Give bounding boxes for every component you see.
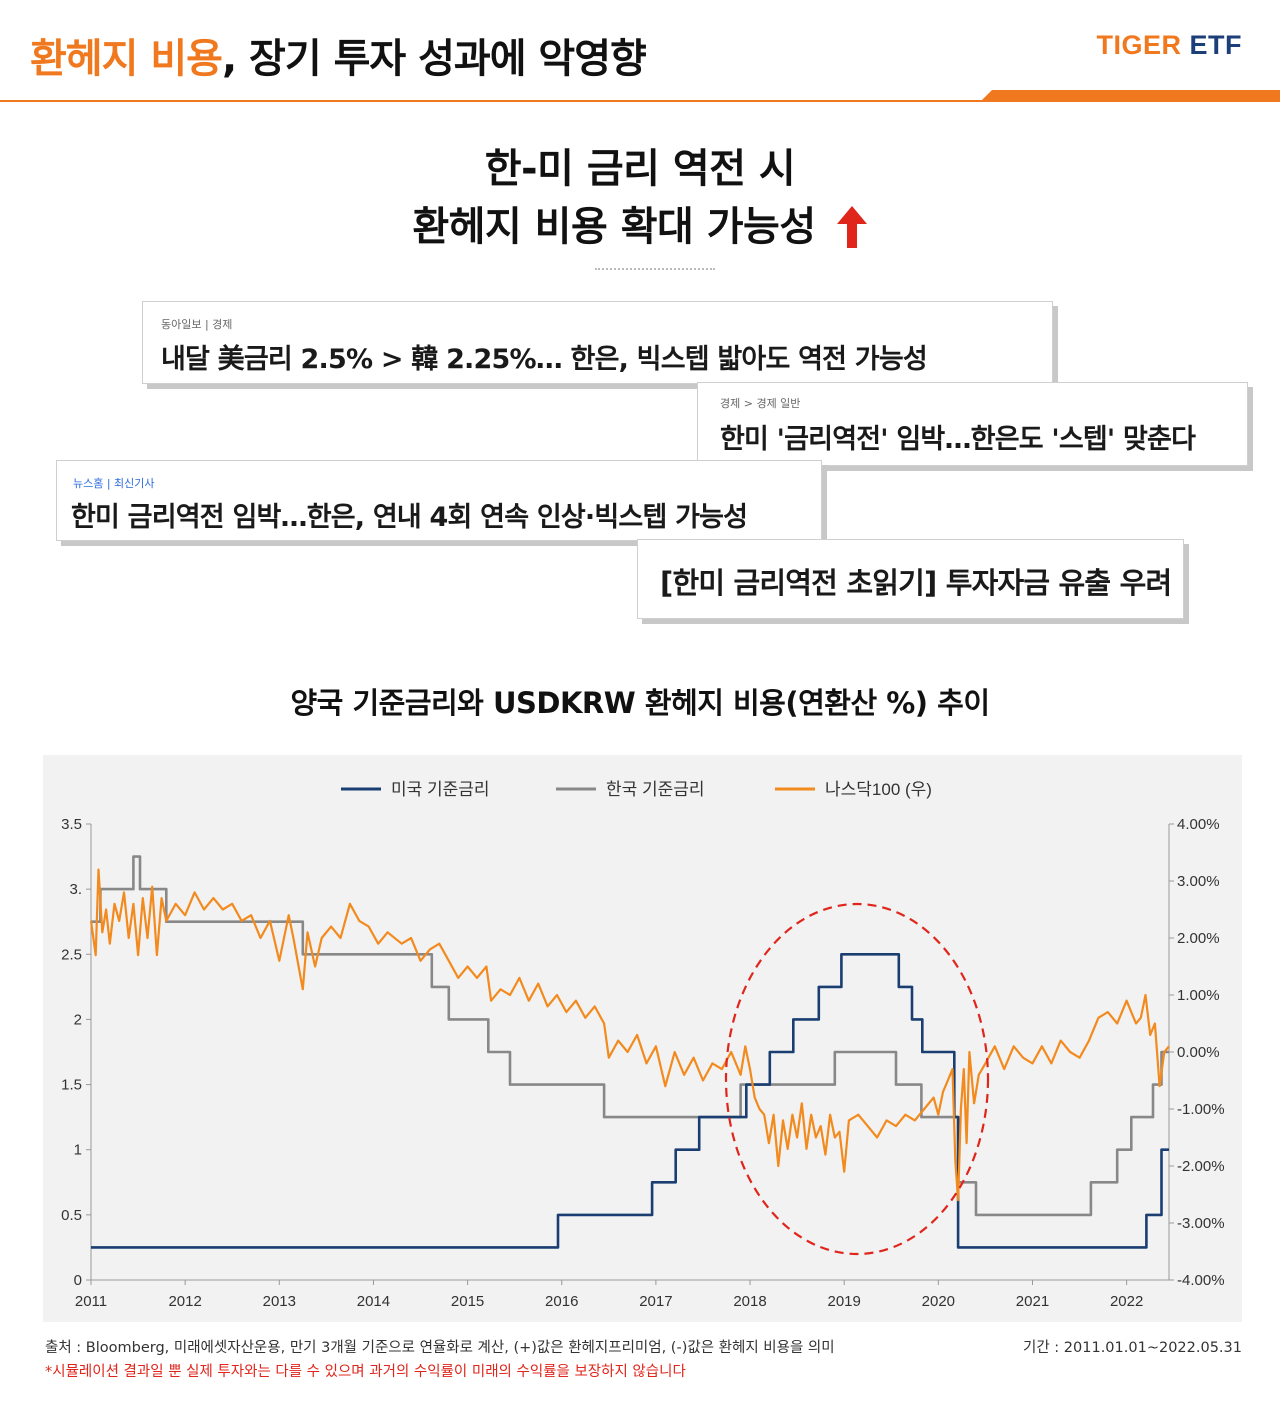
page-title-rest: , 장기 투자 성과에 악영향 <box>221 36 647 82</box>
x-tick-label: 2020 <box>922 1293 955 1310</box>
highlight-ellipse <box>724 902 990 1256</box>
news-headline[interactable]: 내달 美금리 2.5% > 韓 2.25%… 한은, 빅스텝 밟아도 역전 가능… <box>161 344 928 375</box>
news-source: 경제 > 경제 일반 <box>720 397 801 410</box>
y-right-tick-label: 1.00% <box>1177 987 1220 1004</box>
headline: 한-미 금리 역전 시 환헤지 비용 확대 가능성 <box>0 140 1280 256</box>
y-left-tick-label: 3. <box>69 881 82 898</box>
y-right-tick-label: -1.00% <box>1177 1101 1225 1118</box>
x-tick-label: 2022 <box>1110 1293 1143 1310</box>
x-tick-label: 2021 <box>1016 1293 1049 1310</box>
y-right-tick-label: -2.00% <box>1177 1158 1225 1175</box>
y-left-tick-label: 1 <box>74 1142 82 1159</box>
x-tick-label: 2014 <box>357 1293 390 1310</box>
header-divider <box>0 100 1280 102</box>
x-tick-label: 2019 <box>828 1293 861 1310</box>
news-card[interactable]: 동아일보 | 경제 내달 美금리 2.5% > 韓 2.25%… 한은, 빅스텝… <box>142 301 1053 384</box>
series-line-hedge-cost <box>89 868 1170 1202</box>
source-note: 출처 : Bloomberg, 미래에셋자산운용, 만기 3개월 기준으로 연율… <box>45 1340 835 1356</box>
y-right-tick-label: -3.00% <box>1177 1215 1225 1232</box>
news-source: 뉴스홈 | 최신기사 <box>73 477 155 490</box>
news-card[interactable]: 뉴스홈 | 최신기사 한미 금리역전 임박…한은, 연내 4회 연속 인상·빅스… <box>56 460 822 541</box>
y-right-tick-label: 0.00% <box>1177 1044 1220 1061</box>
y-left-tick-label: 2 <box>74 1011 82 1028</box>
x-tick-label: 2015 <box>451 1293 484 1310</box>
series-line-us-rate <box>91 953 1169 1249</box>
news-card[interactable]: 경제 > 경제 일반 한미 '금리역전' 임박…한은도 '스텝' 맞춘다 <box>697 382 1248 466</box>
headline-line1: 한-미 금리 역전 시 <box>484 146 796 192</box>
x-tick-label: 2017 <box>639 1293 672 1310</box>
y-right-tick-label: 4.00% <box>1177 816 1220 833</box>
x-tick-label: 2013 <box>263 1293 296 1310</box>
y-left-tick-label: 1.5 <box>61 1077 82 1094</box>
period-note: 기간 : 2011.01.01~2022.05.31 <box>1023 1340 1242 1356</box>
news-card[interactable]: [한미 금리역전 초읽기] 투자자금 유출 우려 <box>637 539 1184 619</box>
y-right-tick-label: -4.00% <box>1177 1272 1225 1289</box>
chart-title: 양국 기준금리와 USDKRW 환헤지 비용(연환산 %) 추이 <box>290 686 991 720</box>
x-tick-label: 2012 <box>168 1293 201 1310</box>
headline-line2-wrap: 환헤지 비용 확대 가능성 <box>412 198 867 256</box>
legend-label: 미국 기준금리 <box>391 780 490 799</box>
brand-logo: TIGER ETF <box>1096 30 1242 61</box>
legend-label: 나스닥100 (우) <box>825 780 932 799</box>
news-source: 동아일보 | 경제 <box>161 318 233 331</box>
y-left-tick-label: 0.5 <box>61 1207 82 1224</box>
y-left-tick-label: 2.5 <box>61 946 82 963</box>
brand-logo-part2: ETF <box>1181 30 1242 60</box>
page-title: 환헤지 비용, 장기 투자 성과에 악영향 <box>30 26 647 84</box>
disclaimer-note: *시뮬레이션 결과일 뿐 실제 투자와는 다를 수 있으며 과거의 수익률이 미… <box>45 1364 686 1380</box>
y-right-tick-label: 3.00% <box>1177 873 1220 890</box>
up-arrow-icon <box>836 204 868 250</box>
brand-logo-part1: TIGER <box>1096 30 1182 60</box>
news-headline[interactable]: 한미 '금리역전' 임박…한은도 '스텝' 맞춘다 <box>720 424 1196 455</box>
headline-line2: 환헤지 비용 확대 가능성 <box>412 204 816 250</box>
line-chart: 0 0.5 1 1.5 2 2.5 3. 3.5 -4.00% -3.00% -2.00% -1.00… <box>61 780 1225 1310</box>
legend-label: 한국 기준금리 <box>606 780 705 799</box>
news-headline[interactable]: 한미 금리역전 임박…한은, 연내 4회 연속 인상·빅스텝 가능성 <box>71 502 748 533</box>
news-headline[interactable]: [한미 금리역전 초읽기] 투자자금 유출 우려 <box>660 566 1172 600</box>
y-left-tick-label: 3.5 <box>61 816 82 833</box>
y-right-tick-label: 2.00% <box>1177 930 1220 947</box>
x-tick-label: 2018 <box>733 1293 766 1310</box>
series-line-kr-rate <box>91 855 1169 1217</box>
y-left-tick-label: 0 <box>74 1272 82 1289</box>
chart-area: 0 0.5 1 1.5 2 2.5 3. 3.5 -4.00% -3.00% -2.00% -1.00… <box>43 755 1242 1322</box>
page-title-accent: 환헤지 비용 <box>30 36 223 82</box>
header-accent-bar <box>980 90 1280 102</box>
x-tick-label: 2011 <box>75 1293 107 1310</box>
dotted-divider <box>595 268 715 270</box>
x-tick-label: 2016 <box>545 1293 578 1310</box>
